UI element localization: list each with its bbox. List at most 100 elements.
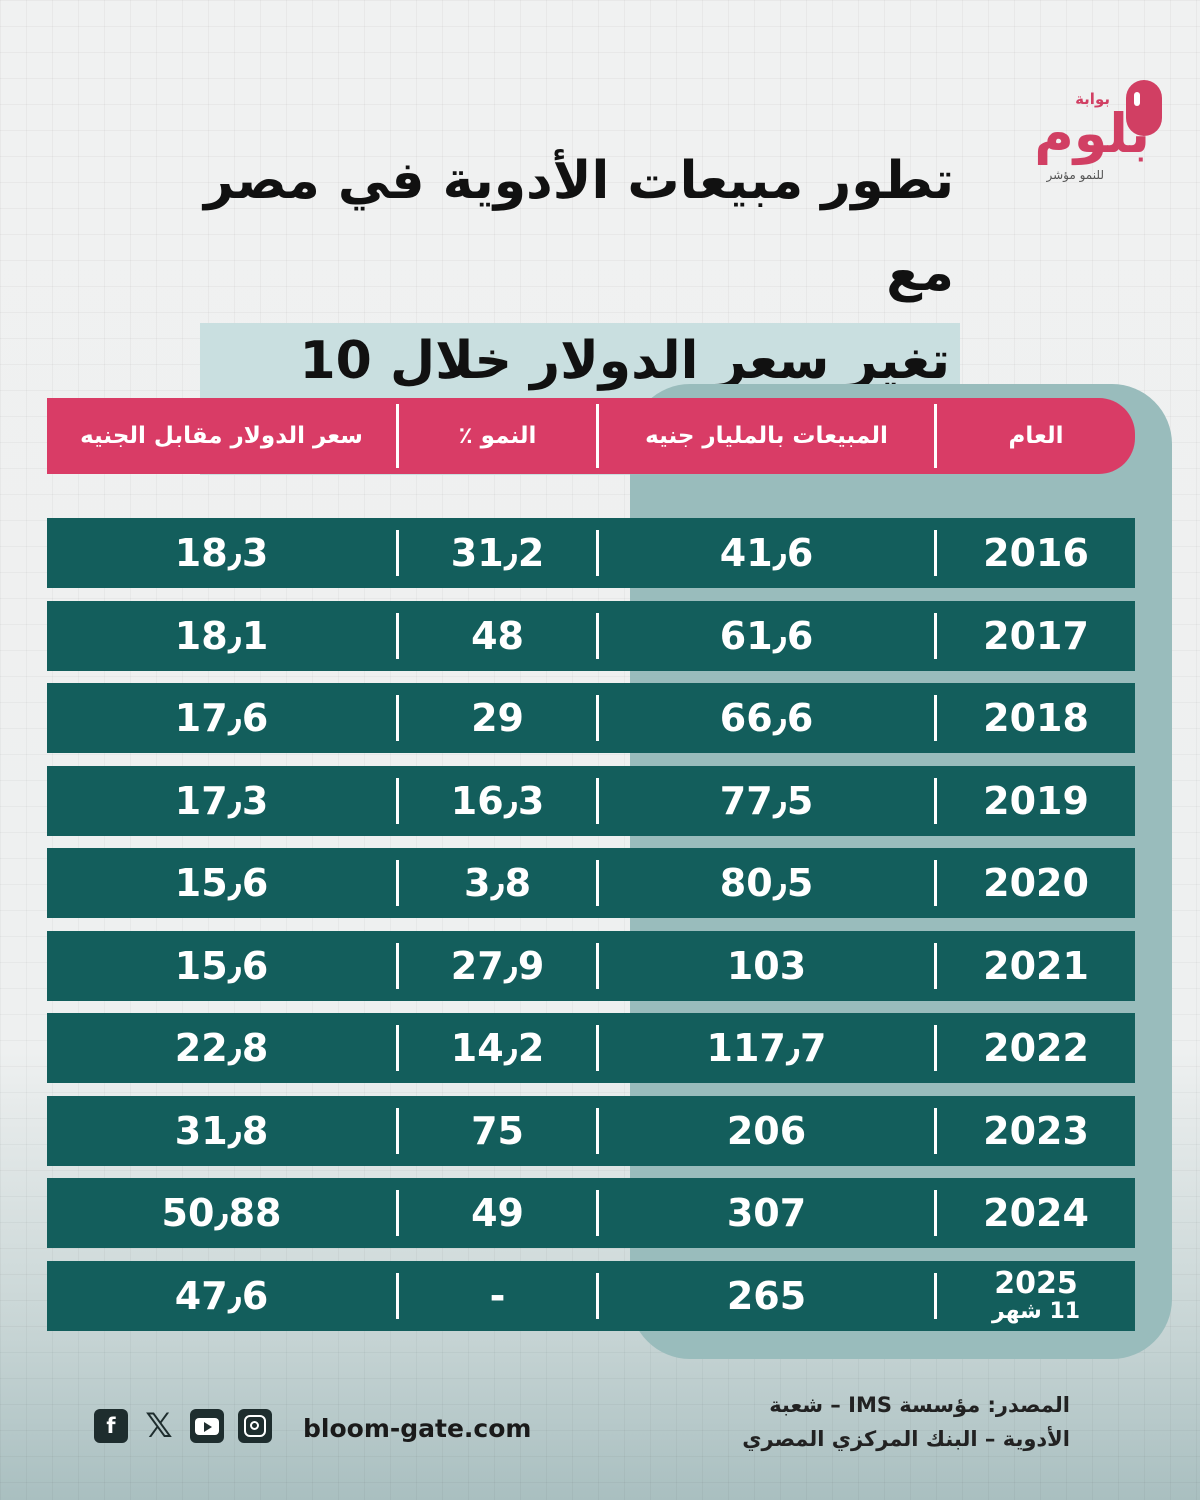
year-value: 2018 bbox=[983, 696, 1089, 740]
year-value: 2019 bbox=[983, 778, 1089, 823]
cell-growth: 48 bbox=[471, 613, 524, 658]
cell-dollar-rate: 18٫1 bbox=[174, 613, 269, 658]
header-sales: المبيعات بالمليار جنيه bbox=[645, 423, 888, 449]
row-divider bbox=[396, 695, 399, 741]
row-divider bbox=[396, 1272, 399, 1319]
row-divider bbox=[596, 1025, 599, 1071]
table-row: 2020 80٫5 3٫8 15٫6 bbox=[47, 848, 1135, 918]
table-row: 2025 11 شهر 265 - 47٫6 bbox=[47, 1260, 1135, 1331]
cell-growth: 27٫9 bbox=[450, 943, 545, 988]
row-divider bbox=[596, 612, 599, 659]
cell-growth: 75 bbox=[471, 1108, 524, 1153]
title-line-1: تطور مبيعات الأدوية في مصر مع bbox=[204, 151, 954, 303]
table-row: 2021 103 27٫9 15٫6 bbox=[47, 930, 1135, 1001]
cell-sales: 307 bbox=[726, 1191, 807, 1235]
row-divider bbox=[596, 777, 599, 824]
year-value: 2024 bbox=[983, 1191, 1089, 1235]
cell-dollar-rate: 22٫8 bbox=[174, 1026, 269, 1070]
row-divider bbox=[934, 612, 937, 659]
cell-sales: 117٫7 bbox=[706, 1026, 827, 1070]
logo-name: بلوم bbox=[1034, 102, 1150, 165]
row-divider bbox=[396, 1190, 399, 1236]
cell-sales: 103 bbox=[726, 943, 807, 988]
table-row: 2017 61٫6 48 18٫1 bbox=[47, 600, 1135, 671]
year-value: 2021 bbox=[983, 943, 1089, 988]
cell-year: 2022 bbox=[937, 1013, 1135, 1083]
cell-dollar-rate: 15٫6 bbox=[174, 861, 269, 905]
row-divider bbox=[596, 860, 599, 906]
cell-sales: 41٫6 bbox=[719, 531, 814, 575]
cell-growth: 3٫8 bbox=[463, 861, 532, 905]
instagram-icon[interactable] bbox=[238, 1409, 272, 1443]
year-value: 2022 bbox=[983, 1026, 1089, 1070]
cell-year: 2018 bbox=[937, 683, 1135, 753]
row-divider bbox=[396, 1107, 399, 1154]
row-divider bbox=[396, 612, 399, 659]
year-value: 2023 bbox=[983, 1108, 1089, 1153]
table-row: 2018 66٫6 29 17٫6 bbox=[47, 683, 1135, 753]
row-divider bbox=[596, 530, 599, 576]
cell-growth: 49 bbox=[471, 1191, 524, 1235]
microphone-icon bbox=[1126, 80, 1162, 136]
row-divider bbox=[934, 777, 937, 824]
row-divider bbox=[596, 695, 599, 741]
cell-year: 2019 bbox=[937, 766, 1135, 836]
header-divider bbox=[396, 404, 399, 468]
cell-year: 2016 bbox=[937, 518, 1135, 588]
row-divider bbox=[596, 1190, 599, 1236]
table-body: 2016 41٫6 31٫2 18٫3 2017 61٫6 48 18٫1 20… bbox=[47, 518, 1135, 1343]
row-divider bbox=[934, 1272, 937, 1319]
cell-sales: 77٫5 bbox=[719, 778, 814, 823]
year-value: 2025 bbox=[994, 1265, 1078, 1301]
row-divider bbox=[934, 695, 937, 741]
row-divider bbox=[934, 1107, 937, 1154]
header-dollar-rate: سعر الدولار مقابل الجنيه bbox=[80, 423, 363, 449]
row-divider bbox=[934, 1025, 937, 1071]
source-line-1: المصدر: مؤسسة IMS – شعبة bbox=[769, 1393, 1070, 1417]
row-divider bbox=[396, 1025, 399, 1071]
cell-sales: 206 bbox=[726, 1108, 807, 1153]
cell-year: 2017 bbox=[937, 601, 1135, 671]
table-row: 2022 117٫7 14٫2 22٫8 bbox=[47, 1013, 1135, 1083]
table-row: 2023 206 75 31٫8 bbox=[47, 1095, 1135, 1166]
row-divider bbox=[596, 1107, 599, 1154]
table-header: العام المبيعات بالمليار جنيه النمو ٪ سعر… bbox=[47, 398, 1135, 474]
row-divider bbox=[396, 777, 399, 824]
source-line-2: الأدوية – البنك المركزي المصري bbox=[742, 1427, 1070, 1451]
header-year: العام bbox=[1008, 423, 1064, 449]
table-row: 2016 41٫6 31٫2 18٫3 bbox=[47, 518, 1135, 588]
cell-dollar-rate: 18٫3 bbox=[174, 531, 269, 575]
facebook-icon[interactable]: f bbox=[94, 1409, 128, 1443]
youtube-icon[interactable] bbox=[190, 1409, 224, 1443]
brand-logo[interactable]: بوابة بلوم للنمو مؤشر bbox=[1000, 80, 1180, 190]
cell-growth: - bbox=[489, 1273, 506, 1318]
cell-growth: 14٫2 bbox=[450, 1026, 545, 1070]
cell-sales: 66٫6 bbox=[719, 696, 814, 740]
cell-sales: 80٫5 bbox=[719, 861, 814, 905]
row-divider bbox=[396, 530, 399, 576]
year-value: 2017 bbox=[983, 613, 1089, 658]
cell-year: 2025 11 شهر bbox=[937, 1261, 1135, 1331]
x-icon[interactable]: 𝕏 bbox=[145, 1406, 173, 1446]
row-divider bbox=[934, 860, 937, 906]
cell-growth: 16٫3 bbox=[450, 778, 545, 823]
year-value: 2020 bbox=[983, 861, 1089, 905]
cell-dollar-rate: 15٫6 bbox=[174, 943, 269, 988]
cell-growth: 31٫2 bbox=[450, 531, 545, 575]
cell-year: 2024 bbox=[937, 1178, 1135, 1248]
cell-year: 2021 bbox=[937, 931, 1135, 1001]
cell-year: 2023 bbox=[937, 1096, 1135, 1166]
logo-tagline: للنمو مؤشر bbox=[1046, 168, 1104, 182]
row-divider bbox=[396, 860, 399, 906]
table-row: 2024 307 49 50٫88 bbox=[47, 1178, 1135, 1248]
header-divider bbox=[596, 404, 599, 468]
row-divider bbox=[934, 1190, 937, 1236]
cell-year: 2020 bbox=[937, 848, 1135, 918]
logo-top-word: بوابة bbox=[1075, 90, 1110, 108]
website-link[interactable]: bloom-gate.com bbox=[303, 1414, 532, 1443]
cell-sales: 61٫6 bbox=[719, 613, 814, 658]
year-value: 2016 bbox=[983, 531, 1089, 575]
cell-dollar-rate: 50٫88 bbox=[161, 1191, 282, 1235]
header-growth: النمو ٪ bbox=[458, 423, 537, 449]
year-note: 11 شهر bbox=[991, 1298, 1081, 1324]
